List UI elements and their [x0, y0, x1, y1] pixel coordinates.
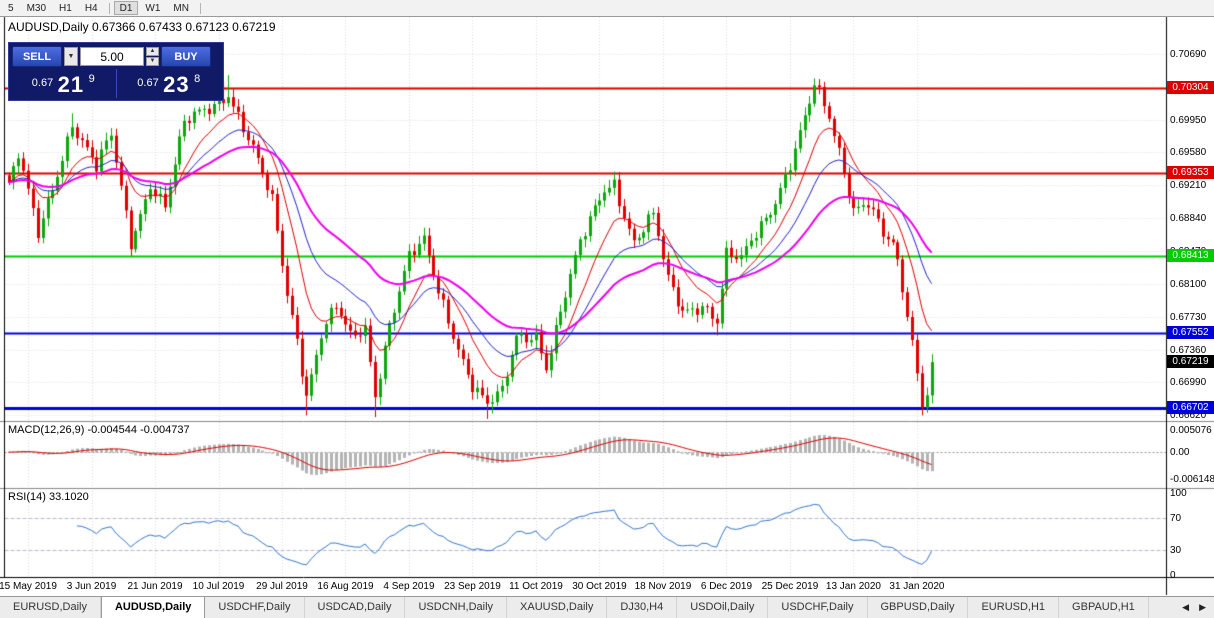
chart-tab-5-XAUUSD-Daily[interactable]: XAUUSD,Daily: [507, 597, 608, 618]
buy-price-button[interactable]: 0.67 23 8: [118, 69, 221, 98]
tab-scroll-arrows: ◀ ▶: [1174, 597, 1214, 618]
timeframe-button-5[interactable]: 5: [8, 3, 14, 14]
sell-price-sup: 9: [88, 73, 95, 85]
toolbar-separator: [108, 2, 110, 14]
tab-scroll-right-button[interactable]: ▶: [1199, 602, 1206, 612]
volume-down-button[interactable]: ▼: [146, 57, 159, 66]
buy-button[interactable]: BUY: [161, 46, 211, 67]
chart-tab-4-USDCNH-Daily[interactable]: USDCNH,Daily: [405, 597, 508, 618]
volume-spinner: ▲ ▼: [146, 47, 159, 66]
chart-tab-3-USDCAD-Daily[interactable]: USDCAD,Daily: [305, 597, 406, 618]
volume-dropdown-button[interactable]: ▼: [64, 47, 78, 66]
chart-tabs: EURUSD,Daily AUDUSD,Daily USDCHF,Daily USDC…: [0, 597, 1149, 618]
chart-tab-1-AUDUSD-Daily[interactable]: AUDUSD,Daily: [100, 597, 206, 618]
chart-tab-bar: EURUSD,Daily AUDUSD,Daily USDCHF,Daily USDC…: [0, 596, 1214, 618]
buy-price-sup: 8: [194, 73, 201, 85]
buy-price-big: 23: [163, 72, 190, 97]
timeframe-toolbar: 5 M30 H1 H4 D1 W1 MN: [0, 0, 1214, 17]
macd-indicator-label: MACD(12,26,9) -0.004544 -0.004737: [8, 424, 190, 436]
chart-tab-2-USDCHF-Daily[interactable]: USDCHF,Daily: [205, 597, 305, 618]
timeframe-button-M30[interactable]: M30: [26, 3, 47, 14]
sell-button[interactable]: SELL: [12, 46, 62, 67]
chart-tab-6-DJ30-H4[interactable]: DJ30,H4: [607, 597, 678, 618]
tab-scroll-left-button[interactable]: ◀: [1182, 602, 1190, 612]
buy-price-base: 0.67: [137, 77, 159, 89]
sell-price-button[interactable]: 0.67 21 9: [12, 69, 115, 98]
chart-tab-8-USDCHF-Daily[interactable]: USDCHF,Daily: [768, 597, 868, 618]
one-click-trading-panel: SELL ▼ ▲ ▼ BUY 0.67 21 9 0.67 23 8: [8, 42, 224, 101]
volume-input[interactable]: [80, 47, 144, 66]
toolbar-separator: [199, 2, 201, 14]
sell-price-base: 0.67: [31, 77, 54, 89]
chart-tab-10-EURUSD-H1[interactable]: EURUSD,H1: [968, 597, 1060, 618]
timeframe-button-H4[interactable]: H4: [84, 3, 98, 14]
sell-price-big: 21: [57, 72, 85, 97]
trade-panel-divider: [115, 69, 117, 98]
rsi-indicator-label: RSI(14) 33.1020: [8, 491, 89, 503]
chart-tab-11-GBPAUD-H1[interactable]: GBPAUD,H1: [1059, 597, 1149, 618]
date-axis[interactable]: [0, 578, 1166, 596]
chart-tab-0-EURUSD-Daily[interactable]: EURUSD,Daily: [0, 597, 101, 618]
timeframe-button-W1[interactable]: W1: [145, 3, 161, 14]
chart-tab-9-GBPUSD-Daily[interactable]: GBPUSD,Daily: [868, 597, 969, 618]
timeframe-button-H1[interactable]: H1: [59, 3, 72, 14]
timeframe-button-MN[interactable]: MN: [173, 3, 189, 14]
price-scale[interactable]: [1166, 17, 1214, 595]
volume-up-button[interactable]: ▲: [146, 47, 159, 56]
timeframe-button-D1[interactable]: D1: [113, 1, 139, 15]
chart-tab-7-USDOil-Daily[interactable]: USDOil,Daily: [677, 597, 769, 618]
chart-title: AUDUSD,Daily 0.67366 0.67433 0.67123 0.6…: [8, 20, 276, 34]
